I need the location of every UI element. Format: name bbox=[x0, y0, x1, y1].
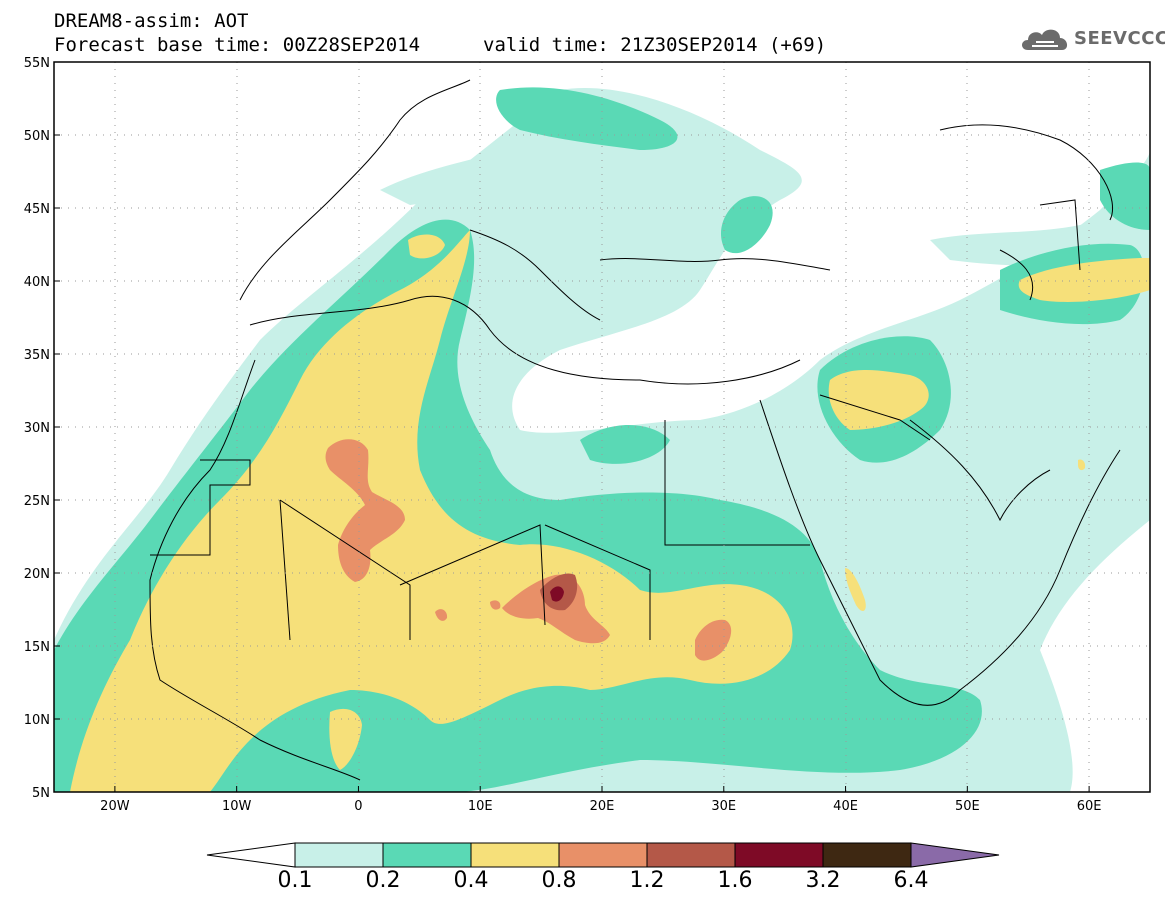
valid-time: valid time: 21Z30SEP2014 (+69) bbox=[483, 34, 827, 56]
aot-level-0.4 bbox=[70, 230, 1150, 792]
colorbar-over-arrow bbox=[910, 842, 1000, 868]
lon-tick-label: 30E bbox=[711, 799, 736, 814]
colorbar-level-label: 1.6 bbox=[717, 868, 753, 893]
colorbar-segment bbox=[734, 842, 824, 868]
seevccc-logo: SEEVCCC bbox=[1018, 22, 1165, 56]
latitude-ticks: 55N 50N 45N 40N 35N 30N 25N 20N 15N 10N 5N bbox=[24, 56, 60, 801]
colorbar-segment bbox=[382, 842, 472, 868]
logo-text: SEEVCCC bbox=[1074, 28, 1165, 49]
lat-tick-label: 40N bbox=[24, 275, 50, 290]
lat-tick-label: 55N bbox=[24, 56, 50, 71]
aot-level-1.6 bbox=[550, 586, 564, 602]
colorbar-segment bbox=[558, 842, 648, 868]
lat-tick-label: 10N bbox=[24, 713, 50, 728]
colorbar-segment bbox=[294, 842, 384, 868]
lon-tick-label: 0 bbox=[354, 799, 362, 814]
lat-tick-label: 50N bbox=[24, 129, 50, 144]
colorbar-level-label: 0.8 bbox=[541, 868, 577, 893]
lon-tick-label: 20W bbox=[100, 799, 130, 814]
lat-tick-label: 20N bbox=[24, 567, 50, 582]
lon-tick-label: 60E bbox=[1077, 799, 1102, 814]
colorbar-segment bbox=[470, 842, 560, 868]
colorbar-level-label: 1.2 bbox=[629, 868, 665, 893]
cloud-icon bbox=[1022, 29, 1068, 50]
lat-tick-label: 35N bbox=[24, 348, 50, 363]
colorbar-level-label: 0.4 bbox=[453, 868, 489, 893]
coastlines bbox=[149, 79, 1121, 781]
grid-lines bbox=[54, 62, 1150, 792]
longitude-ticks: 20W 10W 0 10E 20E 30E 40E 50E 60E bbox=[100, 786, 1101, 814]
lat-tick-label: 15N bbox=[24, 640, 50, 655]
lon-tick-label: 40E bbox=[833, 799, 858, 814]
lon-tick-label: 10E bbox=[468, 799, 493, 814]
lon-tick-label: 50E bbox=[955, 799, 980, 814]
lat-tick-label: 30N bbox=[24, 421, 50, 436]
colorbar-level-label: 0.1 bbox=[277, 868, 313, 893]
colorbar-level-label: 6.4 bbox=[893, 868, 929, 893]
map-title: DREAM8-assim: AOT bbox=[54, 10, 249, 32]
lat-tick-label: 5N bbox=[32, 786, 50, 801]
colorbar bbox=[206, 842, 1000, 868]
lat-tick-label: 25N bbox=[24, 494, 50, 509]
colorbar-segment bbox=[646, 842, 736, 868]
forecast-base-time: Forecast base time: 00Z28SEP2014 bbox=[54, 34, 421, 56]
colorbar-level-label: 3.2 bbox=[805, 868, 841, 893]
colorbar-level-label: 0.2 bbox=[365, 868, 401, 893]
lon-tick-label: 10W bbox=[222, 799, 252, 814]
colorbar-under-arrow bbox=[206, 842, 296, 868]
colorbar-segment bbox=[822, 842, 912, 868]
lon-tick-label: 20E bbox=[590, 799, 615, 814]
lat-tick-label: 45N bbox=[24, 202, 50, 217]
